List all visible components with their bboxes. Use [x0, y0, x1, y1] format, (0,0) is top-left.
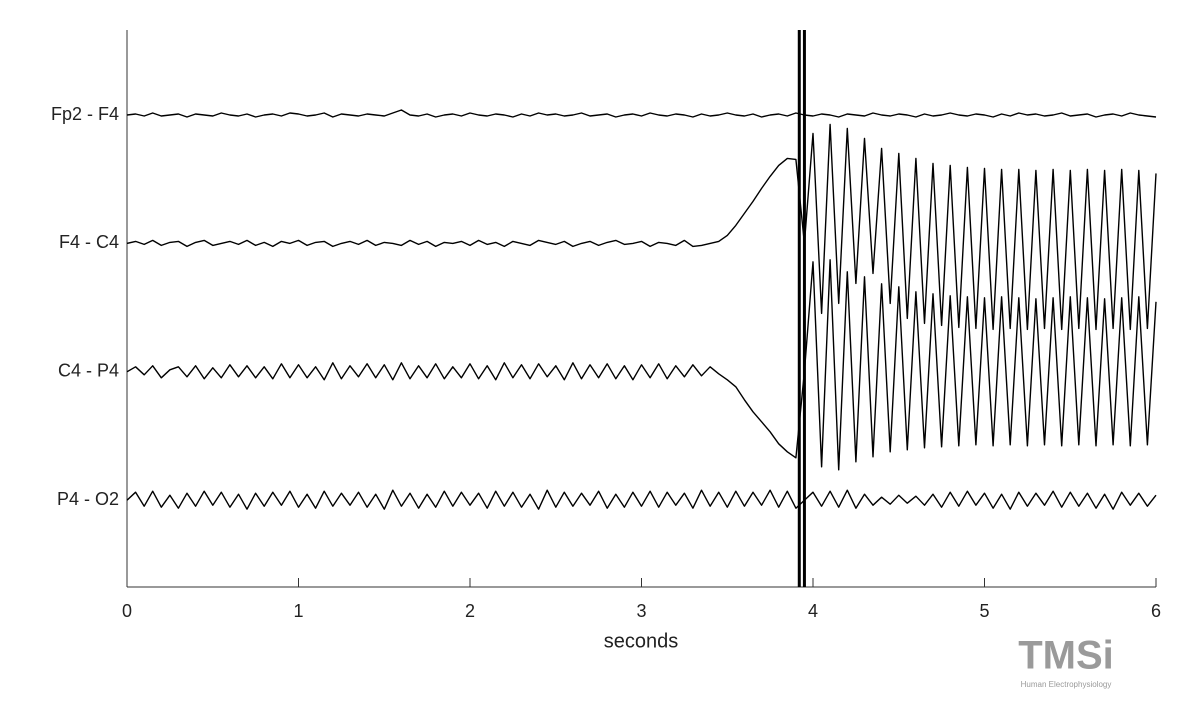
- trace: [126, 109, 1157, 118]
- channel-label: P4 - O2: [57, 489, 119, 509]
- x-tick-label: 3: [636, 601, 646, 621]
- channel-label: F4 - C4: [59, 232, 119, 252]
- x-tick-label: 4: [808, 601, 818, 621]
- trace: [126, 259, 1157, 471]
- x-tick-label: 1: [293, 601, 303, 621]
- channel-label: C4 - P4: [58, 361, 119, 381]
- x-tick-label: 6: [1151, 601, 1161, 621]
- logo-tagline: Human Electrophysiology: [1021, 680, 1112, 689]
- trace: [126, 123, 1157, 331]
- logo-name: TMSi: [1018, 634, 1114, 678]
- trace: [126, 489, 1157, 510]
- x-axis-label: seconds: [604, 630, 679, 652]
- x-tick-label: 2: [465, 601, 475, 621]
- x-tick-label: 5: [979, 601, 989, 621]
- x-tick-label: 0: [122, 601, 132, 621]
- channel-label: Fp2 - F4: [51, 104, 119, 124]
